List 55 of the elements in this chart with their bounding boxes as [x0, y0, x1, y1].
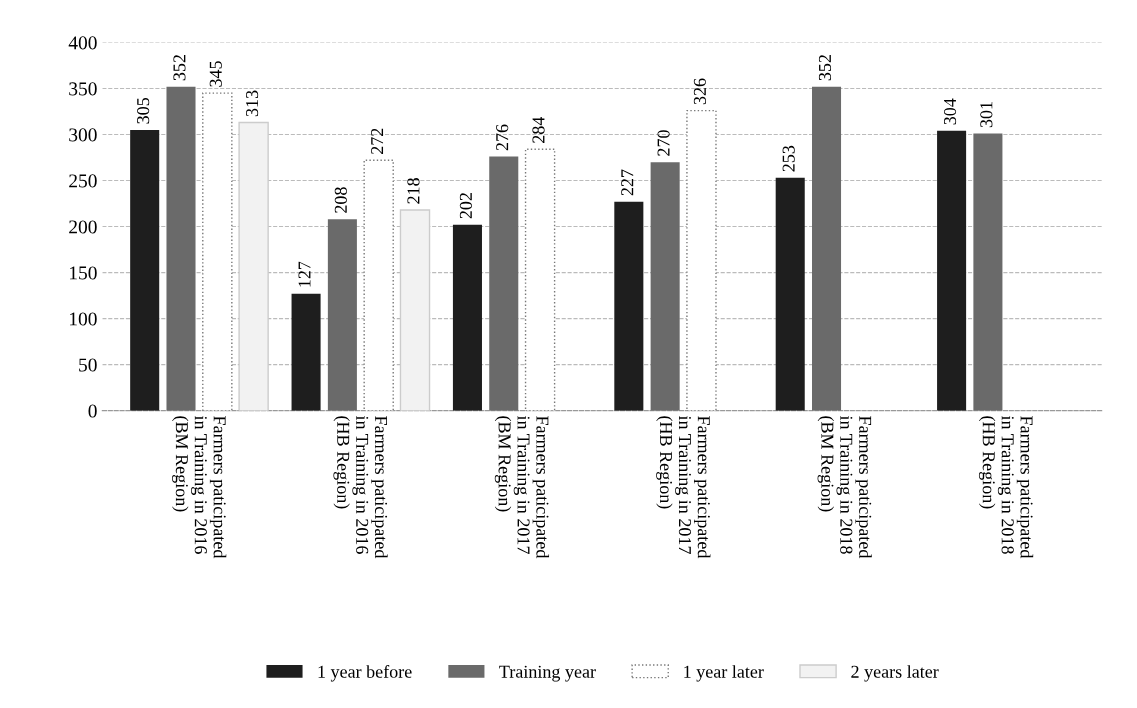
data-label: 345 — [209, 61, 222, 87]
data-label: 276 — [496, 124, 509, 151]
y-tick-label: 150 — [70, 266, 97, 280]
y-tick-label: 100 — [70, 312, 97, 326]
x-tick-label: Farmers paticipated in Training in 2018 (BM Region) — [817, 415, 872, 559]
bar — [399, 209, 431, 411]
bar — [130, 129, 160, 411]
bar — [363, 159, 394, 411]
data-label: 313 — [246, 90, 259, 117]
bar — [686, 109, 717, 411]
data-label: 227 — [621, 169, 634, 196]
y-tick-label: 50 — [79, 358, 97, 372]
bar — [524, 148, 556, 411]
legend-label: 2 years later — [851, 665, 939, 682]
bar — [812, 86, 842, 411]
bar — [327, 219, 357, 411]
data-label: 208 — [334, 187, 347, 213]
data-label: 352 — [818, 55, 832, 81]
bar — [202, 92, 233, 411]
data-label: 253 — [782, 145, 795, 172]
bar — [650, 162, 680, 411]
x-tick-label: Farmers paticipated in Training in 2018 (HB Region) — [978, 415, 1034, 559]
bar — [614, 201, 644, 411]
y-tick-label: 200 — [69, 220, 97, 234]
data-label: 301 — [980, 102, 993, 128]
y-tick-label: 400 — [68, 36, 97, 50]
data-label: 305 — [137, 97, 150, 124]
data-label: 326 — [693, 78, 706, 105]
data-label: 127 — [298, 261, 311, 287]
x-tick-label: Farmers paticipated in Training in 2016 (HB Region) — [333, 415, 388, 559]
bar — [775, 177, 805, 411]
x-tick-label: Farmers paticipated in Training in 2017 (HB Region) — [656, 415, 711, 559]
data-label: 218 — [407, 178, 420, 204]
y-tick-label: 250 — [69, 174, 97, 188]
data-label: 284 — [532, 116, 545, 143]
bar — [238, 121, 269, 411]
data-label: 202 — [459, 193, 472, 219]
bar — [973, 133, 1003, 411]
legend-label: Training year — [499, 665, 596, 682]
data-label: 304 — [943, 98, 957, 125]
data-label: 270 — [657, 130, 670, 156]
y-tick-label: 350 — [69, 82, 97, 96]
legend-label: 1 year later — [684, 665, 764, 682]
data-label: 272 — [371, 128, 384, 154]
x-tick-label: Farmers paticipated in Training in 2017 (BM Region) — [494, 415, 550, 559]
bar — [291, 293, 321, 411]
bar — [166, 86, 196, 411]
bar — [452, 224, 482, 411]
legend-label: 1 year before — [318, 664, 412, 682]
y-tick-label: 0 — [88, 404, 97, 418]
x-tick-label: Farmers paticipated in Training in 2016 (BM Region) — [172, 415, 227, 559]
data-label: 352 — [173, 55, 186, 81]
y-tick-label: 300 — [69, 128, 97, 142]
bar — [489, 156, 519, 411]
bar — [937, 130, 967, 411]
